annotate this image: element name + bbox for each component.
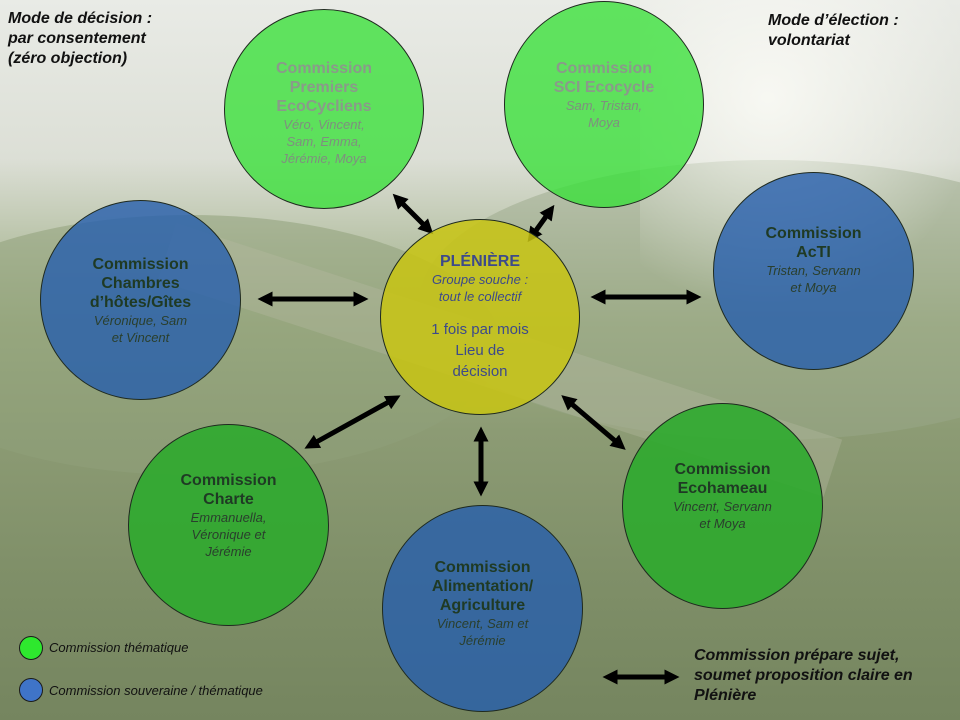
commission-members: Sam, Tristan, Moya	[565, 97, 643, 130]
legend-souveraine-label: Commission souveraine / thématique	[49, 683, 263, 698]
commission-members: Tristan, Servann et Moya	[766, 263, 861, 295]
commission-title: Commission Alimentation/ Agriculture	[431, 559, 534, 614]
commission-title: Commission Chambres d’hôtes/Gîtes	[89, 255, 192, 311]
commission-members: Véronique, Sam et Vincent	[93, 312, 188, 345]
pleniere-description: 1 fois par mois Lieu de décision	[431, 321, 529, 380]
commission-acti[interactable]: Commission AcTI Tristan, Servann et Moya	[713, 172, 914, 370]
arrow-charte	[304, 395, 401, 449]
arrow-premiers	[392, 193, 434, 235]
legend-souveraine-swatch	[19, 678, 43, 702]
commission-title: Commission Premiers EcoCycliens	[275, 60, 372, 115]
legend-thematique-swatch	[19, 636, 43, 660]
commission-members: Emmanuella, Véronique et Jérémie	[190, 509, 267, 559]
commission-members: Véro, Vincent, Sam, Emma, Jérémie, Moya	[281, 117, 367, 166]
commission-sci-ecocycle[interactable]: Commission SCI Ecocycle Sam, Tristan, Mo…	[504, 1, 704, 208]
pleniere-circle[interactable]: PLÉNIÈRE Groupe souche : tout le collect…	[380, 219, 580, 415]
commission-premiers-ecocycliens[interactable]: Commission Premiers EcoCycliens Véro, Vi…	[224, 9, 424, 209]
commission-members: Vincent, Servann et Moya	[673, 499, 772, 531]
commission-alimentation-agriculture[interactable]: Commission Alimentation/ Agriculture Vin…	[382, 505, 583, 712]
legend-arrow-caption: Commission prépare sujet, soumet proposi…	[694, 647, 913, 704]
commission-ecohameau[interactable]: Commission Ecohameau Vincent, Servann et…	[622, 403, 823, 609]
election-mode-note: Mode d’élection : volontariat	[768, 12, 899, 49]
decision-mode-note: Mode de décision : par consentement (zér…	[8, 10, 153, 67]
arrow-sci	[527, 204, 555, 243]
commission-title: Commission Ecohameau	[674, 461, 771, 497]
commission-charte[interactable]: Commission Charte Emmanuella, Véronique …	[128, 424, 329, 626]
pleniere-title: PLÉNIÈRE	[439, 253, 520, 270]
commission-title: Commission Charte	[180, 471, 277, 508]
commission-members: Vincent, Sam et Jérémie	[436, 616, 529, 648]
commission-title: Commission SCI Ecocycle	[553, 59, 655, 96]
commission-title: Commission AcTI	[765, 225, 862, 261]
pleniere-subtitle: Groupe souche : tout le collectif	[431, 272, 529, 304]
legend-thematique-label: Commission thématique	[49, 640, 189, 655]
arrow-ecohameau	[561, 395, 626, 450]
commission-chambres-hotes[interactable]: Commission Chambres d’hôtes/Gîtes Véroni…	[40, 200, 241, 400]
